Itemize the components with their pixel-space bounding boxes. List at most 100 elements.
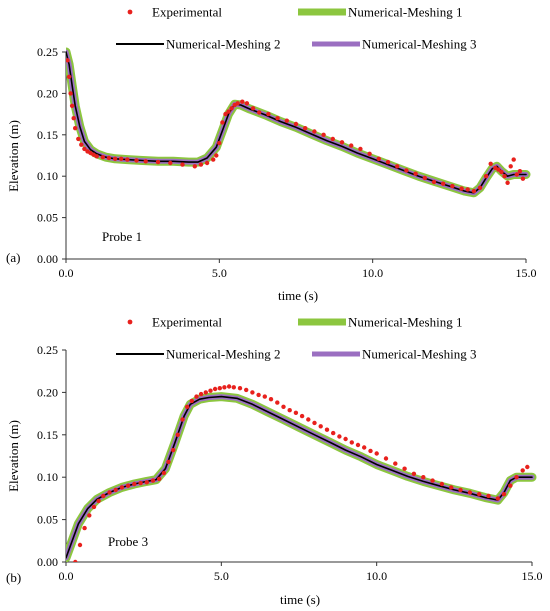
y-tick-label: 0.15 <box>37 128 58 142</box>
experimental-point <box>303 126 308 131</box>
legend-item: Experimental <box>127 315 222 330</box>
experimental-point <box>441 181 446 186</box>
x-tick-label: 10.0 <box>366 569 387 583</box>
experimental-point <box>185 404 190 409</box>
legend-item: Numerical-Meshing 1 <box>298 5 462 20</box>
experimental-point <box>450 183 455 189</box>
experimental-point <box>275 400 280 405</box>
experimental-point <box>91 504 97 510</box>
legend-marker-experimental <box>127 319 133 325</box>
experimental-point <box>459 186 464 191</box>
experimental-point <box>421 475 426 480</box>
experimental-point <box>367 151 372 156</box>
experimental-point <box>281 404 286 409</box>
experimental-point <box>508 164 513 169</box>
x-axis-label: time (s) <box>280 592 320 607</box>
experimental-point <box>413 171 418 176</box>
y-tick-label: 0.00 <box>37 252 58 266</box>
experimental-point <box>125 157 130 162</box>
y-tick-label: 0.25 <box>37 343 58 357</box>
experimental-point <box>368 448 373 454</box>
experimental-point <box>293 410 299 415</box>
experimental-point <box>194 394 199 399</box>
experimental-point <box>404 168 409 173</box>
experimental-point <box>180 417 185 422</box>
experimental-point <box>312 129 317 134</box>
experimental-point <box>471 188 477 194</box>
experimental-point <box>211 157 216 162</box>
experimental-point <box>240 99 245 104</box>
experimental-point <box>324 427 330 432</box>
legend-item: Numerical-Meshing 2 <box>116 347 280 362</box>
panel-label: (b) <box>6 570 21 585</box>
experimental-point <box>339 140 345 145</box>
x-tick-label: 5.0 <box>212 266 227 280</box>
experimental-point <box>321 132 326 137</box>
experimental-point <box>198 391 204 397</box>
experimental-point <box>499 169 504 175</box>
experimental-point <box>467 490 473 495</box>
legend-item: Numerical-Meshing 1 <box>298 315 462 330</box>
chart-panel-1: 0.00 0.05 0.10 0.15 0.20 0.25 0.0 5.0 10.0 15.0 ti… <box>6 5 537 304</box>
legend-label: Numerical-Meshing 2 <box>166 37 280 52</box>
experimental-point <box>383 456 389 461</box>
x-tick-label: 15.0 <box>516 266 537 280</box>
legend-marker-experimental <box>127 9 133 15</box>
experimental-point <box>87 513 92 518</box>
y-tick-label: 0.10 <box>37 169 58 183</box>
experimental-point <box>358 146 363 152</box>
chart-panel-2: 0.00 0.05 0.10 0.15 0.20 0.25 0.0 5.0 10.0 15.0 ti… <box>6 315 543 608</box>
experimental-point <box>212 386 218 392</box>
y-tick-label: 0.20 <box>37 385 58 399</box>
experimental-point <box>343 436 348 442</box>
experimental-point <box>514 475 519 480</box>
experimental-point <box>306 417 311 422</box>
experimental-point <box>262 394 267 399</box>
experimental-point <box>250 390 255 395</box>
experimental-point <box>69 103 75 109</box>
experimental-point <box>119 485 125 490</box>
experimental-point <box>477 492 482 497</box>
x-tick-label: 0.0 <box>59 569 74 583</box>
experimental-point <box>100 155 106 160</box>
experimental-point <box>73 126 78 131</box>
experimental-point <box>496 167 501 172</box>
experimental-point <box>477 185 483 190</box>
experimental-point <box>101 493 106 499</box>
experimental-point <box>66 74 72 80</box>
experimental-point <box>217 386 222 391</box>
experimental-point <box>107 490 112 495</box>
x-axis-label: time (s) <box>278 288 318 303</box>
experimental-point <box>66 58 70 63</box>
experimental-point <box>189 398 194 404</box>
experimental-point <box>112 156 118 161</box>
experimental-point <box>73 559 78 562</box>
experimental-point <box>79 142 84 147</box>
experimental-point <box>318 424 323 429</box>
panel-label: (a) <box>6 250 20 265</box>
experimental-point <box>275 116 280 121</box>
experimental-point <box>508 483 513 488</box>
experimental-point <box>411 471 417 476</box>
experimental-markers <box>73 384 530 562</box>
experimental-point <box>155 159 161 165</box>
experimental-point <box>235 101 240 106</box>
experimental-point <box>520 176 526 181</box>
legend-label: Numerical-Meshing 3 <box>362 37 476 52</box>
experimental-point <box>168 160 173 166</box>
experimental-point <box>299 413 305 419</box>
experimental-point <box>337 434 342 439</box>
experimental-point <box>495 496 500 501</box>
experimental-point <box>395 164 400 169</box>
y-tick-label: 0.15 <box>37 428 58 442</box>
legend-label: Experimental <box>152 5 222 20</box>
experimental-point <box>71 116 76 121</box>
x-tick-label: 15.0 <box>522 569 543 583</box>
experimental-point <box>385 159 391 165</box>
experimental-point <box>161 470 167 476</box>
experimental-point <box>284 118 289 123</box>
y-tick-label: 0.10 <box>37 470 58 484</box>
legend-label: Numerical-Meshing 1 <box>348 5 462 20</box>
experimental-point <box>502 174 507 179</box>
